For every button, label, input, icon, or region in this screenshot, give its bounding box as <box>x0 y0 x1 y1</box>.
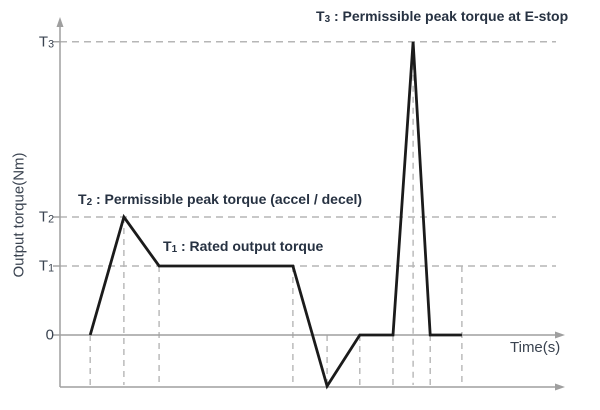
annotation-t2-peak-accel-decel: T2 : Permissible peak torque (accel / de… <box>78 191 363 208</box>
annotation-t1-rated-torque: T1 : Rated output torque <box>163 238 324 255</box>
y-tick-label-zero: 0 <box>45 326 54 344</box>
y-tick-label-t1: T1 <box>38 257 54 275</box>
torque-profile-curve <box>88 41 462 390</box>
y-axis-title: Output torque(Nm) <box>10 152 28 278</box>
y-tick-label-t3: T3 <box>38 33 54 51</box>
y-tick-label-t2: T2 <box>38 208 54 226</box>
x-axis-bottom-arrow-icon <box>555 383 565 391</box>
annotation-t3-peak-estop: T3 : Permissible peak torque at E-stop <box>316 8 569 25</box>
x-axis-zero-arrow-icon <box>555 331 565 339</box>
y-axis-arrow-icon <box>56 17 64 27</box>
x-axis-title: Time(s) <box>510 339 561 356</box>
